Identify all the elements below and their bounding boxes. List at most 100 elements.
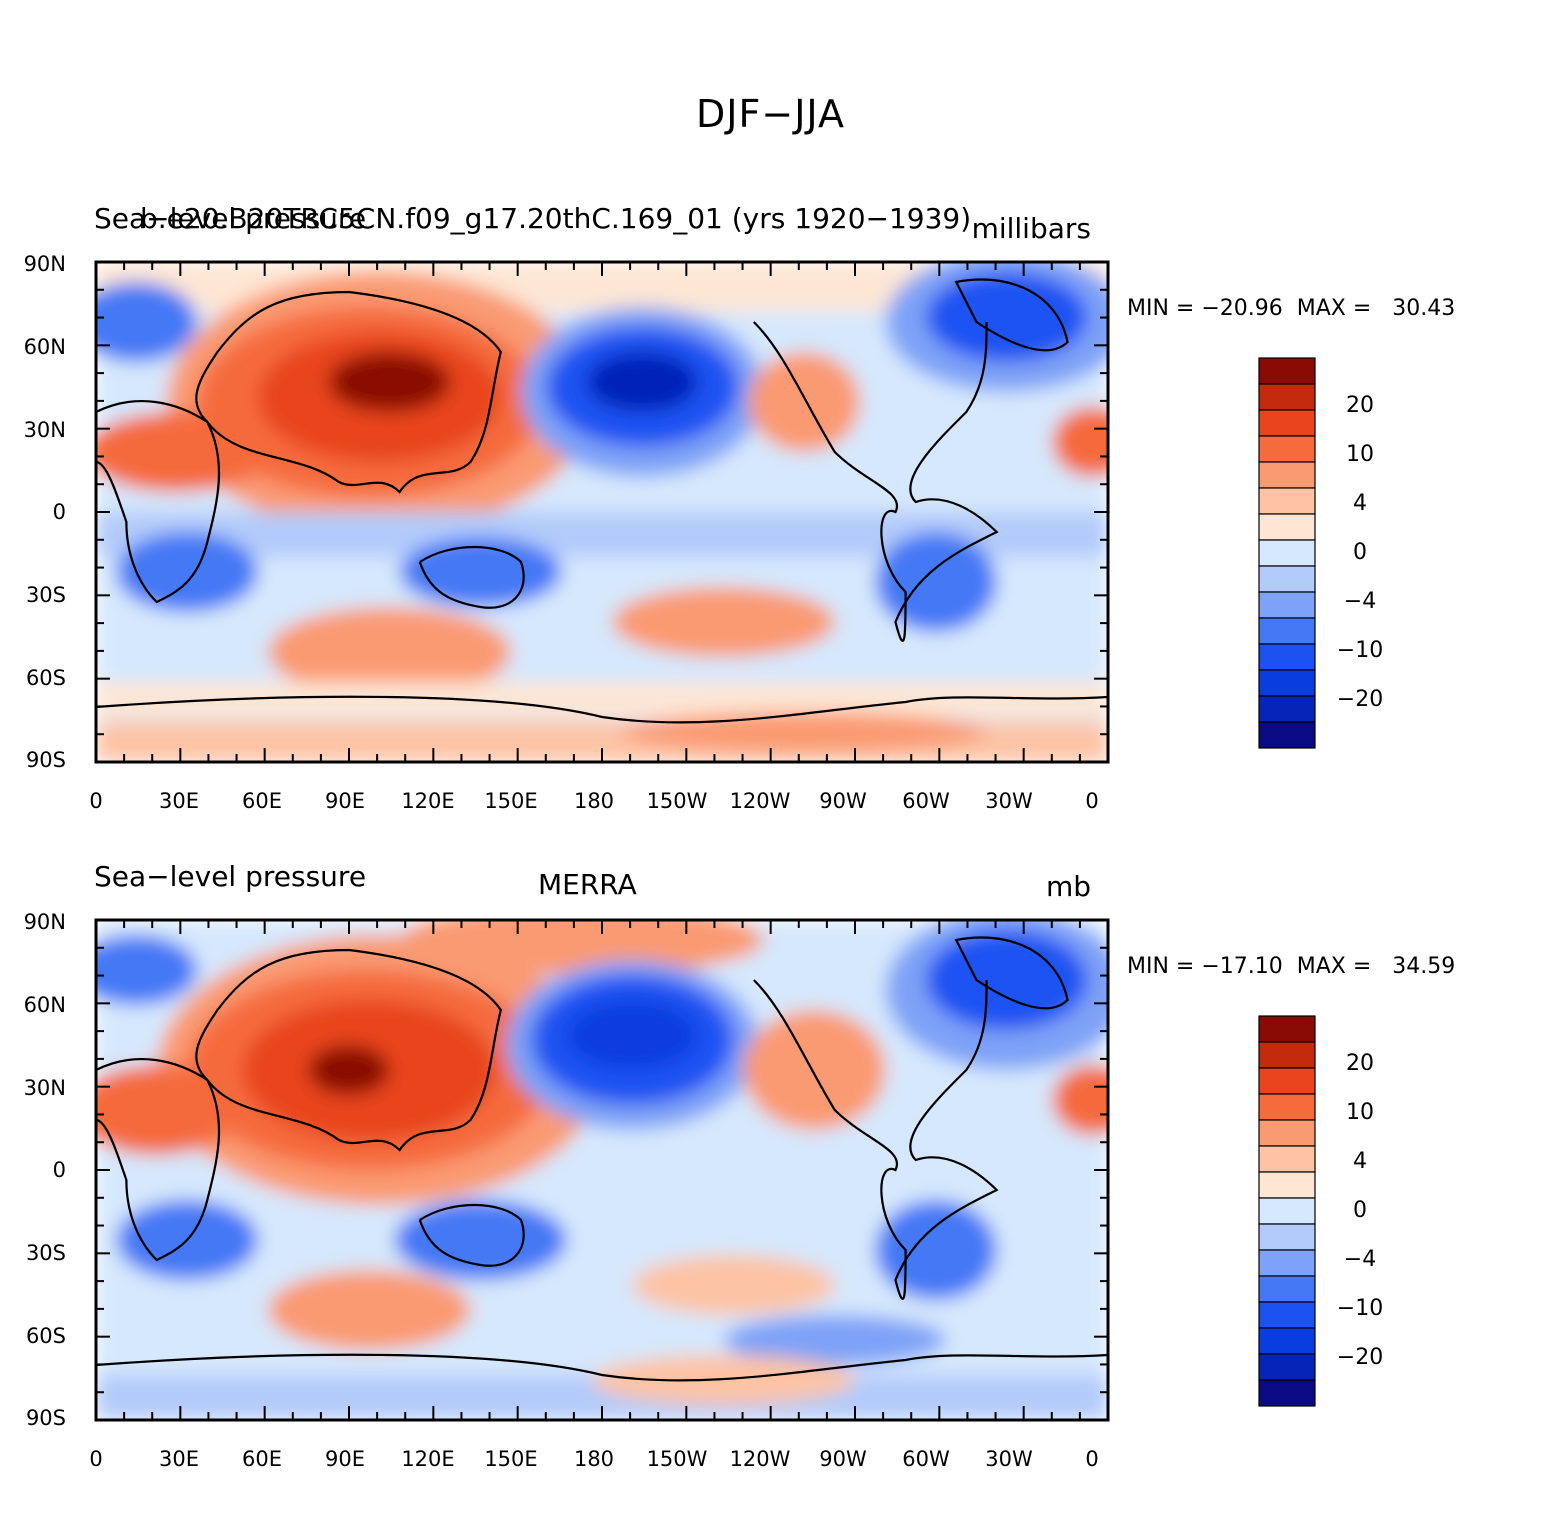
lat-label: 90N — [23, 910, 66, 934]
lat-label: 90S — [25, 1406, 66, 1430]
lat-label: 30S — [25, 583, 66, 607]
colorbar-swatch — [1258, 643, 1316, 671]
colorbar-label: −10 — [1336, 1296, 1384, 1321]
lon-label: 120W — [729, 1447, 791, 1471]
coastlines — [96, 936, 1108, 1382]
panel-model: Sea−level pressure b.e20.B20TRC5CN.f09_g… — [0, 0, 1541, 813]
colorbar-swatch — [1258, 1067, 1316, 1095]
colorbar-swatch — [1258, 409, 1316, 437]
lon-label: 150W — [646, 789, 708, 813]
colorbar-swatch — [1258, 1015, 1316, 1043]
colorbar-label: 0 — [1353, 1198, 1367, 1223]
lat-label: 30N — [23, 418, 66, 442]
min-max-readout: MIN = −17.10 MAX = 34.59 — [1127, 954, 1456, 979]
map-frame — [94, 918, 1110, 1422]
lon-label: 60E — [242, 789, 282, 813]
colorbar-label: 10 — [1346, 442, 1374, 467]
lon-label: 90E — [325, 789, 365, 813]
colorbar-swatch — [1258, 1223, 1316, 1251]
map-frame — [94, 260, 1110, 764]
colorbar-swatch — [1258, 357, 1316, 385]
colorbar-swatch — [1258, 1119, 1316, 1147]
lat-label: 60N — [23, 335, 66, 359]
colorbar-label: −4 — [1343, 589, 1377, 614]
panel-center-title: b.e20.B20TRC5CN.f09_g17.20thC.169_01 (yr… — [140, 202, 972, 235]
lon-label: 180 — [573, 789, 615, 813]
lat-label: 60S — [25, 666, 66, 690]
min-max-readout: MIN = −20.96 MAX = 30.43 — [1127, 296, 1456, 321]
colorbar-swatch — [1258, 435, 1316, 463]
panel-left-title: Sea−level pressure — [94, 860, 367, 893]
colorbar-label: −20 — [1336, 687, 1384, 712]
panel-units: mb — [1045, 870, 1091, 903]
lon-label: 90W — [819, 1447, 867, 1471]
map-plot — [96, 920, 1108, 1420]
colorbar-label: −4 — [1343, 1247, 1377, 1272]
lon-label: 30W — [985, 1447, 1033, 1471]
lon-label: 0 — [89, 789, 103, 813]
lon-label: 120E — [401, 789, 455, 813]
colorbar-swatch — [1258, 1197, 1316, 1225]
lat-label: 90N — [23, 252, 66, 276]
colorbar — [1258, 1015, 1316, 1407]
panel-units: millibars — [971, 212, 1091, 245]
panel-center-title: MERRA — [538, 868, 637, 901]
lon-label: 90E — [325, 1447, 365, 1471]
colorbar-swatch — [1258, 721, 1316, 749]
lat-label: 60N — [23, 993, 66, 1017]
lat-label: 30S — [25, 1241, 66, 1265]
lon-label: 120W — [729, 789, 791, 813]
colorbar-label: 20 — [1346, 393, 1374, 418]
colorbar-swatch — [1258, 1327, 1316, 1355]
colorbar-label: 20 — [1346, 1051, 1374, 1076]
colorbar-swatch — [1258, 695, 1316, 723]
colorbar-label: 4 — [1353, 1149, 1367, 1174]
colorbar-swatch — [1258, 669, 1316, 697]
lat-label: 30N — [23, 1076, 66, 1100]
lon-label: 150W — [646, 1447, 708, 1471]
coastlines — [96, 278, 1108, 724]
colorbar — [1258, 357, 1316, 749]
colorbar-swatch — [1258, 513, 1316, 541]
lon-label: 90W — [819, 789, 867, 813]
colorbar-label: −20 — [1336, 1345, 1384, 1370]
colorbar-swatch — [1258, 1171, 1316, 1199]
lat-label: 0 — [52, 1158, 66, 1182]
colorbar-swatch — [1258, 565, 1316, 593]
colorbar-swatch — [1258, 539, 1316, 567]
colorbar-swatch — [1258, 1301, 1316, 1329]
lon-label: 0 — [1085, 1447, 1099, 1471]
colorbar-swatch — [1258, 383, 1316, 411]
figure-title: DJF−JJA — [696, 92, 845, 136]
colorbar-swatch — [1258, 1353, 1316, 1381]
colorbar-label: 10 — [1346, 1100, 1374, 1125]
panel-left-title: Sea−level pressure — [94, 202, 367, 235]
lat-label: 0 — [52, 500, 66, 524]
lon-label: 150E — [484, 1447, 538, 1471]
colorbar-swatch — [1258, 1041, 1316, 1069]
lat-label: 60S — [25, 1324, 66, 1348]
colorbar-swatch — [1258, 1275, 1316, 1303]
colorbar-swatch — [1258, 1379, 1316, 1407]
lon-label: 120E — [401, 1447, 455, 1471]
colorbar-label: −10 — [1336, 638, 1384, 663]
lon-label: 30E — [159, 789, 199, 813]
colorbar-swatch — [1258, 591, 1316, 619]
colorbar-swatch — [1258, 617, 1316, 645]
lat-label: 90S — [25, 748, 66, 772]
colorbar-swatch — [1258, 1145, 1316, 1173]
lon-label: 0 — [1085, 789, 1099, 813]
lon-label: 60W — [902, 1447, 950, 1471]
panel-merra: Sea−level pressure MERRA mb — [0, 658, 1541, 1471]
colorbar-label: 4 — [1353, 491, 1367, 516]
colorbar-swatch — [1258, 1249, 1316, 1277]
colorbar-swatch — [1258, 487, 1316, 515]
colorbar-swatch — [1258, 1093, 1316, 1121]
lon-label: 60E — [242, 1447, 282, 1471]
lon-label: 30E — [159, 1447, 199, 1471]
colorbar-label: 0 — [1353, 540, 1367, 565]
lon-label: 0 — [89, 1447, 103, 1471]
lon-label: 150E — [484, 789, 538, 813]
lon-label: 30W — [985, 789, 1033, 813]
lon-label: 60W — [902, 789, 950, 813]
